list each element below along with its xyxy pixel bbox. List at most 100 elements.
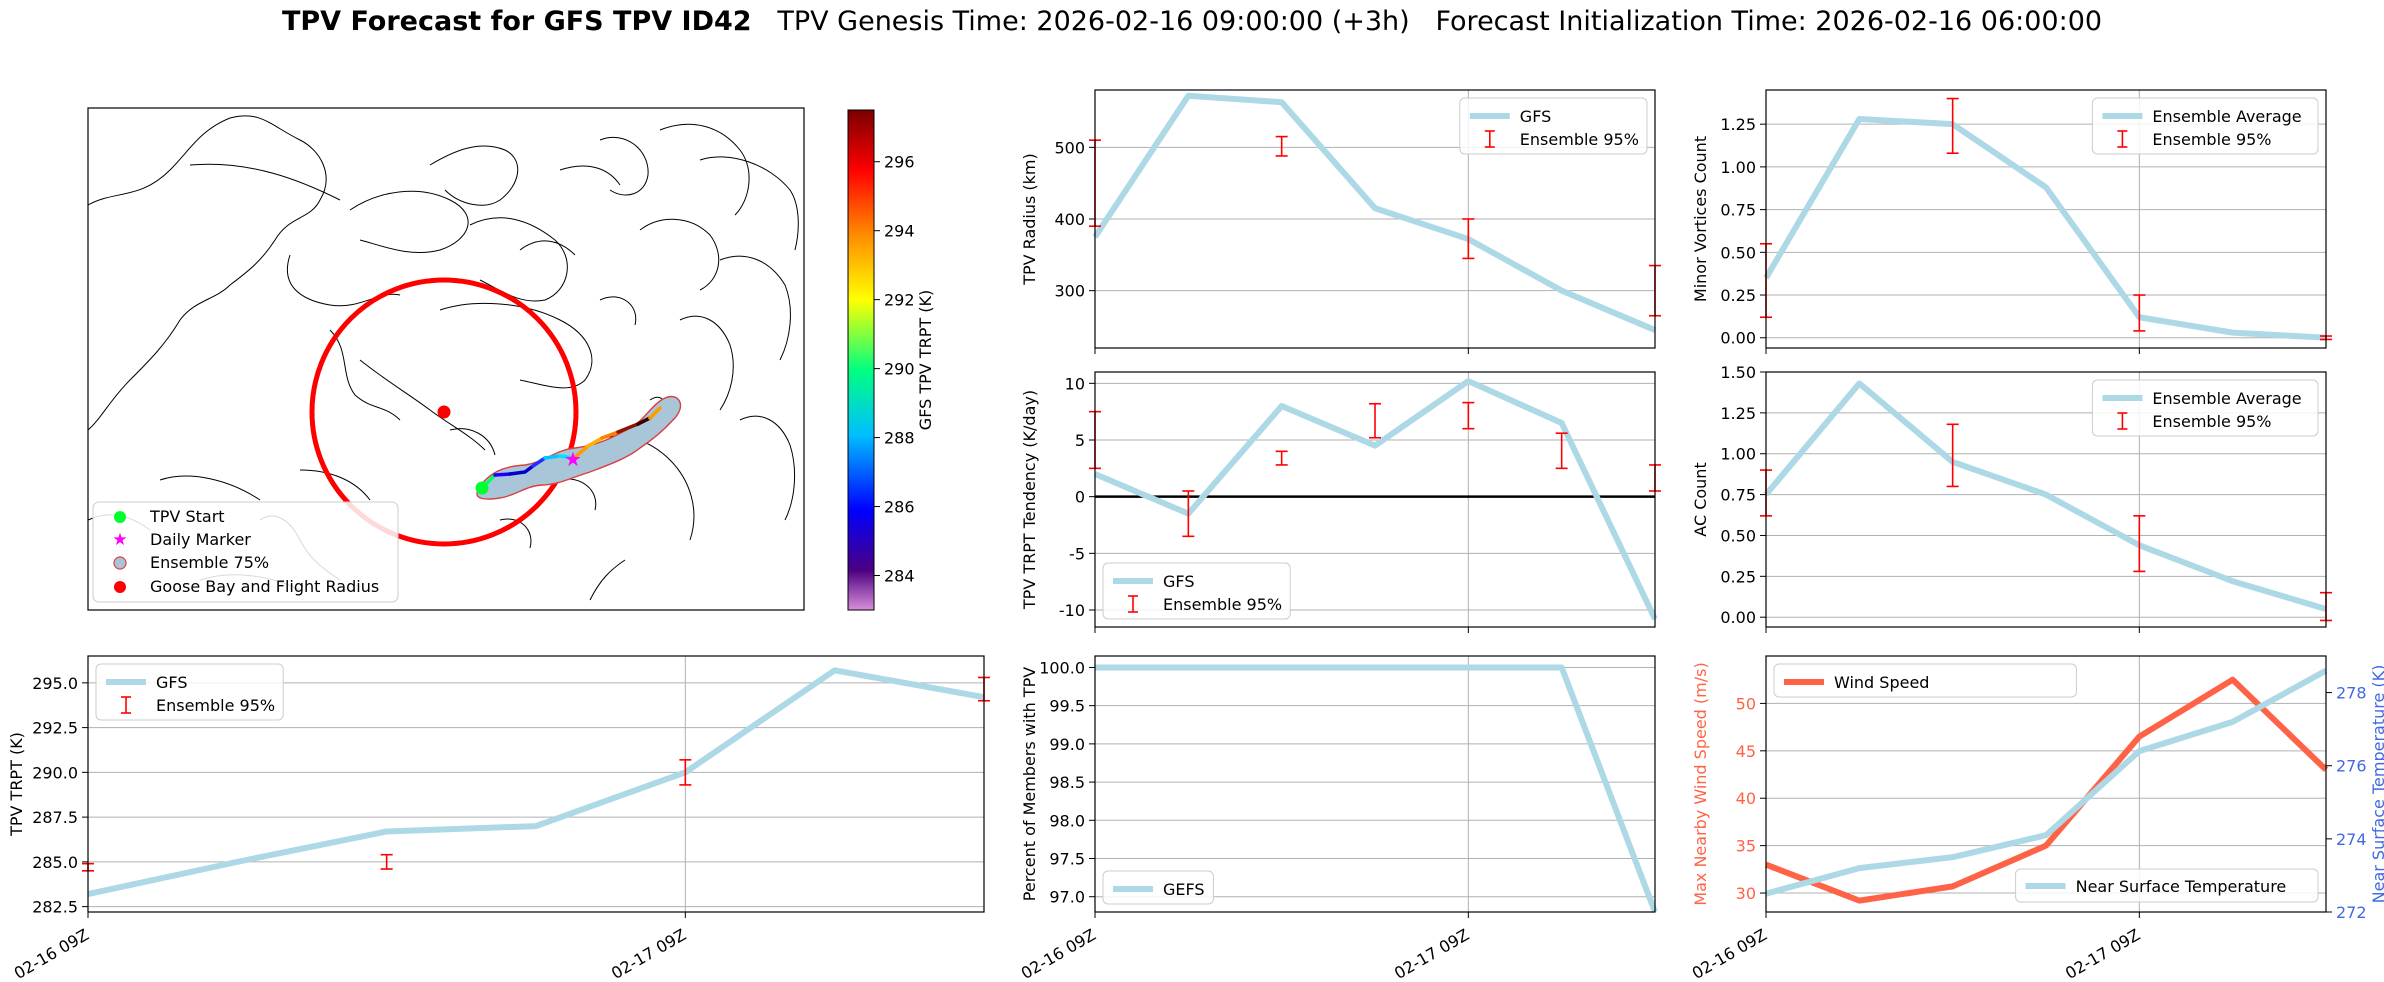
members-ytick-label: 97.5 [1049, 850, 1085, 869]
ensemble-75-region [476, 395, 682, 500]
title-bold: TPV Forecast for GFS TPV ID42 [281, 6, 752, 37]
ac-frame [1765, 371, 2327, 628]
minor-ytick-label: 0.25 [1720, 286, 1756, 305]
trpt-ytick-label: 287.5 [32, 808, 78, 827]
wind-legend-temperature: Near Surface Temperature [2015, 868, 2319, 903]
ac-ytick-label: 0.75 [1720, 486, 1756, 505]
wind-ytick2-label: 274 [2336, 830, 2367, 849]
radius-frame [1094, 89, 1656, 349]
legend-label: Ensemble 95% [2152, 412, 2271, 431]
page-title: TPV Forecast for GFS TPV ID42 TPV Genesi… [0, 6, 2384, 37]
tendency-ytick-label: -5 [1069, 544, 1085, 563]
wind-ytick2-label: 272 [2336, 903, 2367, 922]
colorbar [847, 109, 875, 611]
legend-goosebay-label: Goose Bay and Flight Radius [150, 577, 379, 596]
minor-series-0-line [1763, 116, 2327, 341]
ac-ytick-label: 0.50 [1720, 526, 1756, 545]
legend-start-label: TPV Start [149, 507, 225, 526]
colorbar-tick-label: 290 [884, 360, 915, 379]
legend-box [1102, 870, 1214, 905]
wind-ytick-label: 45 [1736, 742, 1756, 761]
members-xtick-label: 02-16 09Z [1018, 925, 1099, 982]
wind-xtick-label: 02-16 09Z [1689, 925, 1770, 982]
trpt-legend: GFS Ensemble 95% [95, 663, 284, 721]
ac-panel: 0.00 0.25 0.50 0.75 1.00 1.25 1.50 AC Count Ense… [1691, 363, 2332, 633]
members-series-0-line [1095, 664, 1658, 914]
colorbar-tick-label: 292 [884, 291, 915, 310]
minor-panel: 0.00 0.25 0.50 0.75 1.00 1.25 Minor Vortices C… [1691, 89, 2332, 354]
trpt-errorbar [380, 853, 393, 870]
members-ytick-label: 99.5 [1049, 697, 1085, 716]
members-xtick-label: 02-17 09Z [1391, 925, 1472, 982]
legend-label: Wind Speed [1834, 673, 1929, 692]
goose-bay-marker [437, 405, 451, 419]
wind-xtick-label: 02-17 09Z [2062, 925, 2143, 982]
minor-ytick-label: 0.00 [1720, 329, 1756, 348]
ac-errorbar [2133, 515, 2146, 573]
tendency-errorbar [1275, 450, 1288, 466]
legend-start-icon [114, 511, 126, 523]
legend-label: Near Surface Temperature [2076, 877, 2287, 896]
colorbar-tick-label: 286 [884, 498, 915, 517]
tendency-ytick-label: 10 [1065, 374, 1085, 393]
minor-ytick-label: 1.00 [1720, 158, 1756, 177]
radius-ytick-label: 400 [1054, 210, 1085, 229]
tendency-ytick-label: 5 [1075, 431, 1085, 450]
wind-ytick-label: 35 [1736, 837, 1756, 856]
legend-ensemble-icon [113, 556, 127, 570]
trpt-errorbar [679, 759, 692, 786]
trpt-ytick-label: 295.0 [32, 674, 78, 693]
tpv-start-marker [475, 481, 489, 495]
ac-ytick-label: 1.25 [1720, 404, 1756, 423]
tendency-legend: GFS Ensemble 95% [1102, 562, 1291, 620]
legend-label: Ensemble 95% [156, 696, 275, 715]
ac-legend: Ensemble Average Ensemble 95% [2091, 379, 2319, 437]
legend-box [2091, 379, 2319, 437]
tendency-panel: -10 -5 0 5 10 TPV TRPT Tendency (K/day) GFS Ens… [1020, 371, 1661, 633]
wind-ytick2-label: 276 [2336, 757, 2367, 776]
members-ytick-label: 98.5 [1049, 773, 1085, 792]
members-frame [1094, 655, 1656, 913]
minor-ytick-label: 0.75 [1720, 201, 1756, 220]
daily-marker: ★ [564, 447, 582, 471]
ac-ytick-label: 0.00 [1720, 608, 1756, 627]
tendency-errorbar [1369, 402, 1381, 439]
legend-daily-icon: ★ [112, 530, 127, 550]
colorbar-label: GFS TPV TRPT (K) [916, 290, 935, 430]
tendency-errorbar [1182, 490, 1195, 538]
members-ytick-label: 98.0 [1049, 811, 1085, 830]
legend-label: Ensemble 95% [1163, 595, 1282, 614]
tendency-ytick-label: -10 [1059, 601, 1085, 620]
radius-errorbar [1462, 218, 1475, 260]
minor-errorbar [2133, 294, 2146, 332]
ac-ylabel: AC Count [1691, 462, 1710, 536]
legend-label: GFS [1520, 107, 1551, 126]
map-legend: TPV Start ★ Daily Marker Ensemble 75% Go… [92, 501, 399, 603]
trpt-ytick-label: 285.0 [32, 853, 78, 872]
trpt-ytick-label: 292.5 [32, 719, 78, 738]
wind-ytick-label: 50 [1736, 694, 1756, 713]
title-init: Forecast Initialization Time: 2026-02-16… [1435, 6, 2103, 37]
wind-ylabel: Max Nearby Wind Speed (m/s) [1691, 662, 1710, 905]
wind-series-0-line [1764, 676, 2329, 904]
legend-label: GEFS [1163, 880, 1205, 899]
radius-ytick-label: 300 [1054, 282, 1085, 301]
trpt-series-0-line [87, 667, 985, 898]
trpt-ytick-label: 282.5 [32, 898, 78, 917]
trpt-frame [87, 655, 985, 913]
wind-legend: Wind Speed [1773, 663, 2077, 698]
legend-goosebay-icon [114, 581, 126, 593]
minor-ytick-label: 1.25 [1720, 115, 1756, 134]
minor-ylabel: Minor Vortices Count [1691, 136, 1710, 302]
radius-series-0-line [1092, 92, 1657, 333]
tendency-frame [1094, 371, 1656, 628]
legend-daily-label: Daily Marker [150, 530, 251, 549]
legend-label: GFS [156, 673, 187, 692]
ac-ytick-label: 1.00 [1720, 445, 1756, 464]
minor-frame [1765, 89, 2327, 349]
tendency-ylabel: TPV TRPT Tendency (K/day) [1020, 390, 1039, 610]
legend-box [2015, 868, 2319, 903]
wind-ytick2-label: 278 [2336, 684, 2367, 703]
legend-box [1459, 97, 1648, 155]
